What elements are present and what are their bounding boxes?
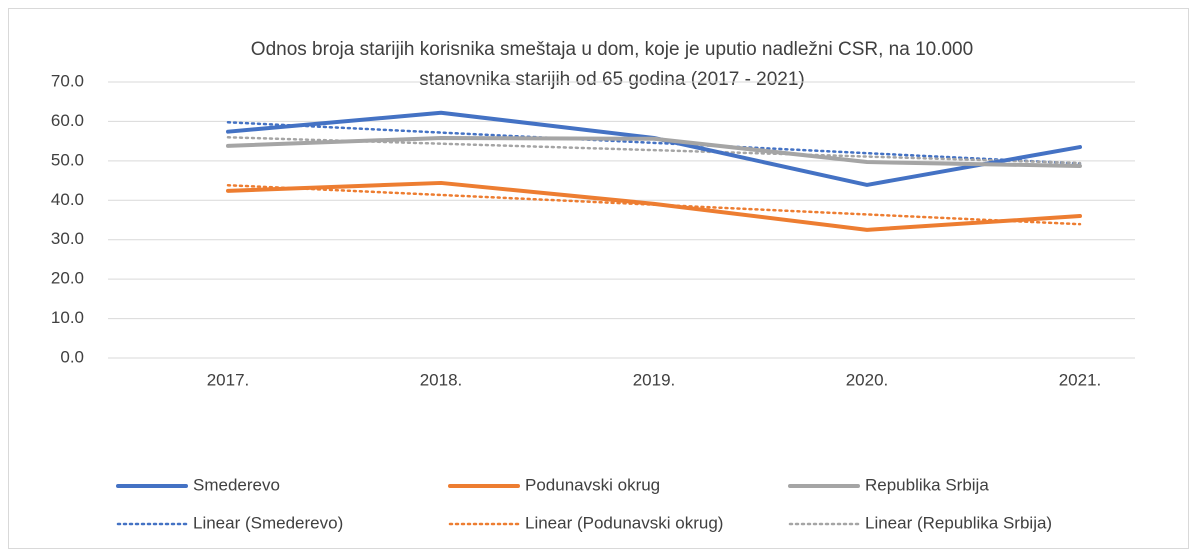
y-tick-label: 40.0	[51, 190, 84, 209]
legend-label: Podunavski okrug	[525, 475, 660, 494]
chart-title: Odnos broja starijih korisnika smeštaja …	[251, 39, 973, 60]
y-tick-label: 60.0	[51, 111, 84, 130]
x-tick-label: 2020.	[846, 370, 889, 389]
legend-label: Linear (Podunavski okrug)	[525, 513, 723, 532]
x-tick-label: 2018.	[420, 370, 463, 389]
series-line	[226, 135, 1082, 168]
chart-frame	[8, 8, 1189, 549]
legend-label: Republika Srbija	[865, 475, 989, 494]
legend-label: Linear (Republika Srbija)	[865, 513, 1052, 532]
legend-label: Smederevo	[193, 475, 280, 494]
x-tick-label: 2017.	[207, 370, 250, 389]
y-tick-label: 0.0	[60, 347, 84, 366]
legend-label: Linear (Smederevo)	[193, 513, 343, 532]
y-tick-label: 50.0	[51, 150, 84, 169]
trend-line	[226, 136, 1082, 165]
x-tick-label: 2019.	[633, 370, 676, 389]
trend-line	[226, 121, 1082, 165]
y-tick-label: 20.0	[51, 269, 84, 288]
y-tick-label: 70.0	[51, 71, 84, 90]
series-line	[226, 180, 1082, 232]
y-tick-label: 10.0	[51, 308, 84, 327]
x-tick-label: 2021.	[1059, 370, 1102, 389]
y-tick-label: 30.0	[51, 229, 84, 248]
chart-title: stanovnika starijih od 65 godina (2017 -…	[419, 69, 805, 90]
